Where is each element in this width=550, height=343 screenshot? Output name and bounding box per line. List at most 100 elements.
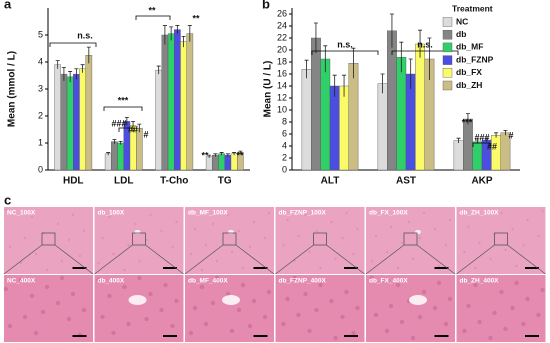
tissue-speck [127,243,130,247]
tissue-speck [473,282,478,288]
tissue-speck [199,284,205,290]
tissue-speck [400,241,404,245]
tissue-speck [111,330,116,336]
tissue-speck [341,236,344,240]
error-bar [351,47,356,79]
tissue-speck [4,208,8,212]
bar [396,57,407,171]
tissue-speck [8,245,12,249]
micrograph-label: db_FX_400X [369,278,408,285]
error-bar [112,139,117,144]
micrograph-label: db_400X [98,278,125,285]
legend-swatch [442,30,453,40]
error-bar [380,73,385,94]
micrograph-label: db_FZNP_100X [279,210,327,217]
error-bar [55,60,60,69]
tissue-speck [29,293,35,299]
tissue-speck [40,309,46,315]
legend-swatch [442,17,453,27]
error-bar [106,152,111,156]
significance-label: ** [236,150,244,160]
zoom-box [494,232,508,246]
error-bar [465,113,470,125]
y-tick-label: 12 [277,92,287,102]
significance-label: n.s. [417,39,433,49]
bar [66,76,74,171]
tissue-speck [303,291,308,297]
tissue-speck [59,275,65,281]
tissue-speck [399,319,405,325]
micrograph-label: NC_100X [7,210,36,217]
error-bar [86,46,91,64]
bar [415,43,425,171]
x-tick-label: HDL [63,176,84,187]
zoom-line [275,244,365,275]
error-bar [118,140,123,145]
tissue-speck [281,321,286,327]
tissue-speck [7,323,13,329]
tissue-speck [189,252,193,256]
significance-bracket [118,127,134,132]
tissue-speck [188,330,194,336]
tissue-speck [526,218,529,222]
legend-title: Treatment [452,3,493,13]
tissue-speck [30,215,34,219]
bar [453,140,464,171]
error-bar [399,41,404,73]
tissue-speck [410,335,416,341]
bar [155,69,162,171]
tissue-speck [23,236,27,240]
error-bar [162,25,167,45]
error-bar [74,68,79,80]
legend-label: db [456,29,466,39]
tissue-speck [163,282,168,288]
tissue-speck [160,229,163,233]
tissue-speck [236,307,242,313]
tissue-speck [432,305,438,311]
significance-label: ** [201,150,209,160]
legend-label: db_MF [456,42,483,52]
y-tick-label: 4 [38,56,43,66]
tissue-speck [3,286,9,292]
significance-bracket [472,142,491,147]
vessel [222,295,240,305]
bar [104,153,112,171]
micrograph-label: db_100X [98,210,125,217]
x-tick-label: AKP [471,176,492,187]
y-tick-label: 14 [277,80,287,90]
tissue-speck [101,236,104,240]
bar [161,34,169,171]
panel-label: a [4,0,12,11]
tissue-speck [411,257,415,261]
error-bar [389,13,394,48]
zoom-line [94,244,184,275]
zoom-box [41,232,56,246]
error-bar [494,132,499,138]
error-bar [169,26,174,41]
micrograph-label: db_FX_100X [369,210,408,217]
micrograph [94,275,184,342]
tissue-speck [384,328,390,334]
tissue-speck [488,335,493,341]
legend-label: db_FZNP [456,54,494,64]
tissue-speck [510,305,515,311]
error-bar [503,130,508,136]
tissue-speck [67,238,71,242]
micrograph-label: db_MF_400X [188,278,228,285]
significance-label: ### [111,118,126,128]
tissue-speck [211,222,215,226]
tissue-speck [385,250,389,254]
error-bar [408,58,413,89]
micrograph-label: db_MF_100X [188,210,228,217]
tissue-speck [329,298,334,304]
tissue-speck [252,220,256,224]
tissue-speck [489,257,492,261]
y-tick-label: 6 [282,128,287,138]
tissue-speck [467,225,470,229]
tissue-speck [138,259,141,263]
significance-label: ** [148,5,156,15]
tissue-speck [108,215,111,219]
tissue-speck [149,213,152,217]
tissue-speck [466,303,471,309]
y-tick-label: 26 [277,8,287,18]
